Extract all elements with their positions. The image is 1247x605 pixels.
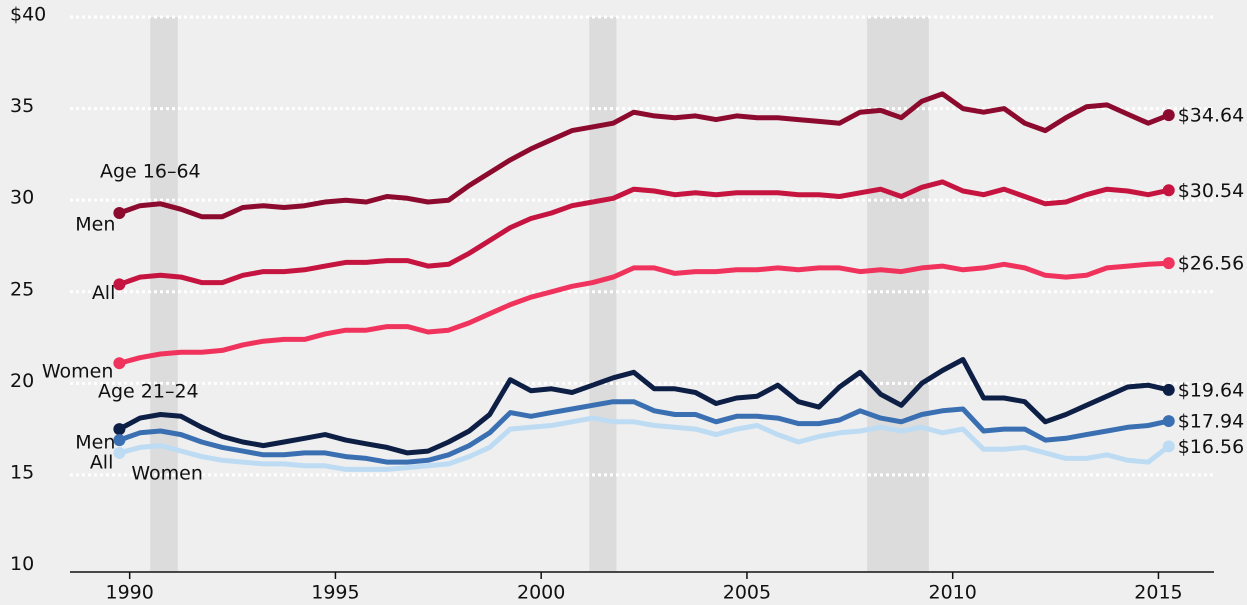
series-line bbox=[118, 260, 1169, 366]
start-dot bbox=[113, 278, 126, 291]
start-dot bbox=[113, 206, 126, 219]
series-line bbox=[118, 399, 1170, 465]
group-label: Age 21–24 bbox=[98, 381, 199, 403]
x-tick-label: 2005 bbox=[723, 582, 771, 604]
series-line bbox=[118, 179, 1170, 287]
recession-band bbox=[150, 17, 178, 572]
end-dot bbox=[1162, 109, 1175, 122]
series-line bbox=[118, 357, 1170, 456]
y-tick-label: 20 bbox=[10, 370, 34, 392]
start-dot bbox=[113, 357, 126, 370]
series-name: All bbox=[90, 452, 114, 474]
y-tick-label: 10 bbox=[10, 553, 34, 575]
series-line bbox=[118, 415, 1171, 472]
series-name: Women bbox=[131, 462, 203, 484]
x-tick-label: 2010 bbox=[929, 582, 977, 604]
y-tick-label: 25 bbox=[10, 278, 34, 300]
y-tick-label: $40 bbox=[10, 4, 46, 26]
y-tick-label: 15 bbox=[10, 461, 34, 483]
end-label: $30.54 bbox=[1178, 180, 1244, 202]
end-dot bbox=[1162, 415, 1175, 428]
series-name: Men bbox=[75, 213, 115, 235]
series-name: Women bbox=[42, 361, 114, 383]
recession-band bbox=[589, 17, 617, 572]
y-tick-label: 30 bbox=[10, 187, 34, 209]
start-dot bbox=[113, 434, 126, 447]
end-dot bbox=[1162, 440, 1175, 453]
y-tick-label: 35 bbox=[10, 95, 34, 117]
end-dot bbox=[1162, 383, 1175, 396]
end-label: $26.56 bbox=[1178, 253, 1244, 275]
end-label: $16.56 bbox=[1178, 436, 1244, 458]
end-dot bbox=[1162, 184, 1175, 197]
end-label: $34.64 bbox=[1178, 105, 1244, 127]
x-tick-label: 1990 bbox=[105, 582, 153, 604]
start-dot bbox=[113, 423, 126, 436]
end-dot bbox=[1162, 257, 1175, 270]
series-name: Men bbox=[75, 432, 115, 454]
x-tick-label: 2000 bbox=[517, 582, 565, 604]
end-label: $17.94 bbox=[1178, 411, 1244, 433]
series-name: All bbox=[92, 282, 116, 304]
start-dot bbox=[113, 446, 126, 459]
group-label: Age 16–64 bbox=[100, 161, 201, 183]
series-line bbox=[118, 91, 1170, 220]
end-label: $19.64 bbox=[1178, 379, 1244, 401]
x-tick-label: 1995 bbox=[311, 582, 359, 604]
x-tick-label: 2015 bbox=[1134, 582, 1182, 604]
